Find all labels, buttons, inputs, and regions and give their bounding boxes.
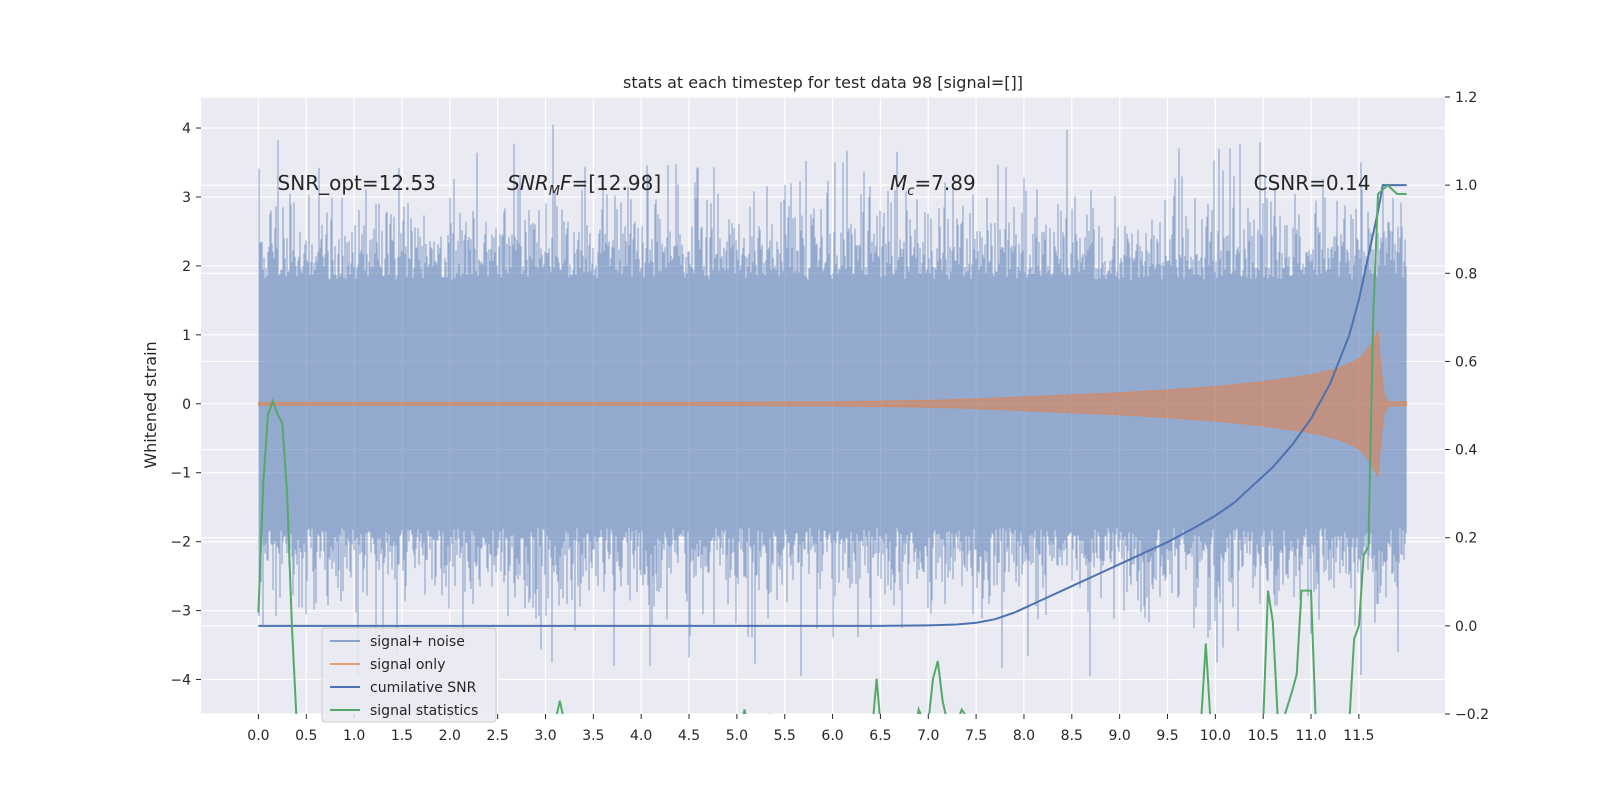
x-tick-label: 0.0: [247, 728, 269, 744]
axis-ticks: 0.0 0.5 1.0 1.5 2.0 2.5 3.0 3.5 4.0 4.5 5.0 5.5 6.0 6…: [170, 90, 1489, 744]
legend-label-signal-statistics: signal statistics: [370, 703, 478, 719]
x-tick-label: 2.5: [487, 728, 509, 744]
y-axis-label: Whitened strain: [141, 341, 160, 468]
x-tick-label: 10.5: [1248, 728, 1279, 744]
signal-statistics-series: [257, 183, 1407, 714]
annotation-snr-mf: SNRMF=[12.98]: [507, 171, 661, 199]
cumulative-snr-line: [258, 184, 1407, 627]
x-tick-label: 10.0: [1200, 728, 1231, 744]
y2-tick-label: 1.2: [1455, 90, 1477, 106]
y-tick-label: −2: [170, 535, 191, 551]
annotation-csnr: CSNR=0.14: [1254, 171, 1371, 195]
x-tick-label: 11.0: [1295, 728, 1326, 744]
legend-box: [321, 627, 497, 723]
y2-tick-label: 0.2: [1455, 531, 1477, 547]
x-tick-label: 1.5: [391, 728, 413, 744]
legend-label-cumulative-snr: cumilative SNR: [370, 680, 477, 696]
y2-tick-label: 0.6: [1455, 354, 1477, 370]
chart-title: stats at each timestep for test data 98 …: [623, 73, 1023, 92]
x-tick-label: 1.0: [343, 728, 365, 744]
legend-label-signal-noise: signal+ noise: [370, 634, 465, 650]
y-tick-label: 2: [182, 259, 191, 275]
x-tick-label: 7.5: [965, 728, 987, 744]
x-tick-label: 6.0: [821, 728, 843, 744]
signal-only-series: [257, 329, 1408, 478]
x-tick-label: 7.0: [917, 728, 939, 744]
y2-tick-label: −0.2: [1455, 707, 1489, 723]
x-tick-label: 9.5: [1156, 728, 1178, 744]
y-tick-label: −4: [170, 673, 191, 689]
x-tick-label: 5.5: [774, 728, 796, 744]
annotation-chirp-mass: Mc=7.89: [890, 171, 976, 199]
y-tick-label: 3: [182, 190, 191, 206]
y2-tick-label: 0.0: [1455, 619, 1477, 635]
x-tick-label: 8.0: [1013, 728, 1035, 744]
y2-tick-label: 0.4: [1455, 443, 1477, 459]
legend: signal+ noise signal only cumilative SNR…: [321, 627, 497, 723]
x-tick-label: 3.5: [582, 728, 604, 744]
y-tick-label: −1: [170, 466, 191, 482]
annotation-snr-opt: SNR_opt=12.53: [278, 171, 436, 195]
y2-tick-label: 0.8: [1455, 266, 1477, 282]
cumulative-snr-series: [258, 184, 1407, 627]
y-tick-label: 0: [182, 397, 191, 413]
legend-label-signal-only: signal only: [370, 657, 445, 673]
x-tick-label: 6.5: [869, 728, 891, 744]
x-tick-label: 3.0: [534, 728, 556, 744]
signal-statistics-line: [257, 183, 1407, 714]
y-tick-label: 1: [182, 328, 191, 344]
x-tick-label: 0.5: [295, 728, 317, 744]
x-tick-label: 4.0: [630, 728, 652, 744]
signal-only-band: [257, 329, 1408, 478]
y2-tick-label: 1.0: [1455, 178, 1477, 194]
x-tick-label: 5.0: [726, 728, 748, 744]
x-tick-label: 11.5: [1343, 728, 1374, 744]
x-tick-label: 2.0: [439, 728, 461, 744]
x-tick-label: 4.5: [678, 728, 700, 744]
y-tick-label: 4: [182, 121, 191, 137]
y-tick-label: −3: [170, 604, 191, 620]
x-tick-label: 8.5: [1061, 728, 1083, 744]
x-tick-label: 9.0: [1109, 728, 1131, 744]
